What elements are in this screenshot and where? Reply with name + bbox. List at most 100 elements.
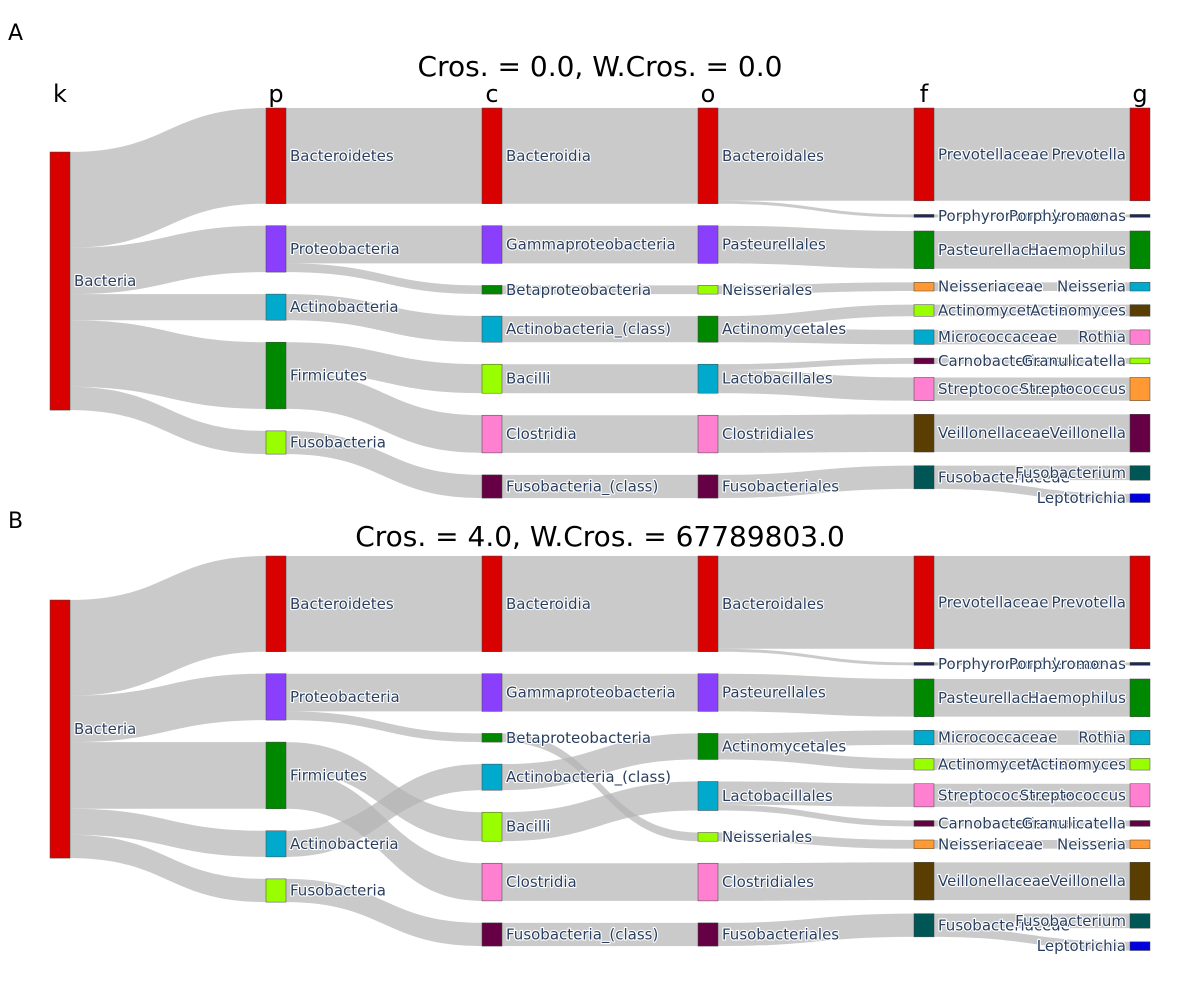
node-fusobacterium[interactable] bbox=[1129, 913, 1151, 929]
node-betaproteobacteria[interactable] bbox=[481, 285, 503, 295]
node-bacilli[interactable] bbox=[481, 363, 503, 394]
node-streptococcus[interactable] bbox=[1129, 783, 1151, 808]
node-fusobacteriaceae[interactable] bbox=[913, 465, 935, 490]
node-actinomyces[interactable] bbox=[1129, 304, 1151, 317]
node-clostridia[interactable] bbox=[481, 862, 503, 902]
node-haemophilus[interactable] bbox=[1129, 230, 1151, 269]
node-streptococcus[interactable] bbox=[1129, 377, 1151, 401]
node-fusobacteriales[interactable] bbox=[697, 922, 719, 947]
node-clostridiales[interactable] bbox=[697, 414, 719, 454]
panel-a-title: Cros. = 0.0, W.Cros. = 0.0 bbox=[418, 50, 783, 83]
node-betaproteobacteria[interactable] bbox=[481, 733, 503, 743]
node-bacteria[interactable] bbox=[49, 599, 71, 859]
node-label-porphyromonadaceae: Porphyromonadaceae bbox=[938, 207, 1102, 225]
node-neisseriaceae[interactable] bbox=[913, 839, 935, 849]
node-bacteroidia[interactable] bbox=[481, 107, 503, 204]
node-fusobacteria-class[interactable] bbox=[481, 922, 503, 947]
node-actinobacteria[interactable] bbox=[265, 830, 287, 858]
link-bacteroidales-to-prevotellaceae bbox=[718, 556, 914, 649]
node-label-bacteroidales: Bacteroidales bbox=[722, 147, 824, 165]
node-neisseria[interactable] bbox=[1129, 282, 1151, 292]
node-bacteroidetes[interactable] bbox=[265, 107, 287, 204]
node-bacteroidia[interactable] bbox=[481, 555, 503, 652]
panel-b-sankey: Bacteria Bacteroidetes Proteobacteria Firmi… bbox=[49, 555, 1151, 956]
link-bacteroidia-to-bacteroidales bbox=[502, 108, 698, 204]
node-neisseriales[interactable] bbox=[697, 285, 719, 295]
node-veillonellaceae[interactable] bbox=[913, 862, 935, 901]
node-label-granulicatella: Granulicatella bbox=[1022, 814, 1126, 832]
node-micrococcaceae[interactable] bbox=[913, 730, 935, 746]
node-porphyromonadaceae[interactable] bbox=[913, 214, 935, 218]
node-carnobacteriaceae[interactable] bbox=[913, 357, 935, 365]
node-haemophilus[interactable] bbox=[1129, 678, 1151, 717]
node-veillonellaceae[interactable] bbox=[913, 414, 935, 453]
node-neisseria[interactable] bbox=[1129, 839, 1151, 849]
node-veillonella[interactable] bbox=[1129, 862, 1151, 901]
node-label-actinomyces: Actinomyces bbox=[1030, 301, 1126, 319]
node-bacteroidales[interactable] bbox=[697, 555, 719, 652]
node-fusobacteriales[interactable] bbox=[697, 474, 719, 499]
node-rothia[interactable] bbox=[1129, 329, 1151, 345]
node-granulicatella[interactable] bbox=[1129, 357, 1151, 365]
node-prevotella[interactable] bbox=[1129, 107, 1151, 202]
node-bacteroidetes[interactable] bbox=[265, 555, 287, 652]
node-veillonella[interactable] bbox=[1129, 414, 1151, 453]
link-proteobacteria-to-gammaproteobacteria bbox=[286, 673, 482, 712]
node-fusobacteriaceae[interactable] bbox=[913, 913, 935, 938]
node-fusobacteria[interactable] bbox=[265, 878, 287, 903]
node-firmicutes[interactable] bbox=[265, 341, 287, 410]
node-porphyromonas[interactable] bbox=[1129, 214, 1151, 218]
node-actinomyces[interactable] bbox=[1129, 758, 1151, 771]
node-label-haemophilus: Haemophilus bbox=[1028, 241, 1126, 259]
link-bacteroidetes-to-bacteroidia bbox=[286, 556, 482, 652]
node-pasteurellaceae[interactable] bbox=[913, 678, 935, 717]
node-fusobacteria-class[interactable] bbox=[481, 474, 503, 499]
node-gammaproteobacteria[interactable] bbox=[481, 225, 503, 264]
node-pasteurellales[interactable] bbox=[697, 225, 719, 264]
node-leptotrichia[interactable] bbox=[1129, 941, 1151, 951]
node-fusobacterium[interactable] bbox=[1129, 465, 1151, 481]
node-label-actinobacteria-class: Actinobacteria_(class) bbox=[506, 768, 671, 787]
node-prevotella[interactable] bbox=[1129, 555, 1151, 650]
node-streptococcaceae[interactable] bbox=[913, 377, 935, 401]
node-porphyromonas[interactable] bbox=[1129, 662, 1151, 666]
node-rothia[interactable] bbox=[1129, 730, 1151, 746]
node-pasteurellales[interactable] bbox=[697, 673, 719, 712]
node-actinomycetaceae[interactable] bbox=[913, 304, 935, 317]
node-actinomycetales[interactable] bbox=[697, 315, 719, 343]
node-streptococcaceae[interactable] bbox=[913, 783, 935, 808]
node-gammaproteobacteria[interactable] bbox=[481, 673, 503, 712]
node-actinomycetales[interactable] bbox=[697, 733, 719, 760]
node-actinobacteria-class[interactable] bbox=[481, 315, 503, 343]
node-actinobacteria[interactable] bbox=[265, 293, 287, 321]
node-actinomycetaceae[interactable] bbox=[913, 758, 935, 771]
link-proteobacteria-to-betaproteobacteria bbox=[286, 263, 482, 295]
link-prevotellaceae-to-prevotella bbox=[934, 108, 1130, 201]
node-actinobacteria-class[interactable] bbox=[481, 763, 503, 791]
node-proteobacteria[interactable] bbox=[265, 673, 287, 721]
node-clostridia[interactable] bbox=[481, 414, 503, 454]
node-lactobacillales[interactable] bbox=[697, 363, 719, 394]
node-pasteurellaceae[interactable] bbox=[913, 230, 935, 269]
node-firmicutes[interactable] bbox=[265, 741, 287, 810]
node-leptotrichia[interactable] bbox=[1129, 493, 1151, 503]
node-bacteroidales[interactable] bbox=[697, 107, 719, 204]
node-prevotellaceae[interactable] bbox=[913, 107, 935, 202]
node-bacilli[interactable] bbox=[481, 811, 503, 842]
node-neisseriaceae[interactable] bbox=[913, 282, 935, 292]
node-bacteria[interactable] bbox=[49, 151, 71, 411]
node-porphyromonadaceae[interactable] bbox=[913, 662, 935, 666]
node-label-bacilli: Bacilli bbox=[506, 370, 550, 388]
node-proteobacteria[interactable] bbox=[265, 225, 287, 273]
link-pasteurellales-to-pasteurellaceae bbox=[718, 673, 914, 717]
node-lactobacillales[interactable] bbox=[697, 781, 719, 811]
panel-a: A Cros. = 0.0, W.Cros. = 0.0 k p c o f g… bbox=[8, 21, 1151, 508]
node-label-fusobacterium: Fusobacterium bbox=[1015, 464, 1126, 482]
node-neisseriales[interactable] bbox=[697, 832, 719, 842]
node-fusobacteria[interactable] bbox=[265, 430, 287, 455]
node-micrococcaceae[interactable] bbox=[913, 329, 935, 345]
node-clostridiales[interactable] bbox=[697, 862, 719, 902]
node-prevotellaceae[interactable] bbox=[913, 555, 935, 650]
node-carnobacteriaceae[interactable] bbox=[913, 820, 935, 827]
node-granulicatella[interactable] bbox=[1129, 820, 1151, 827]
